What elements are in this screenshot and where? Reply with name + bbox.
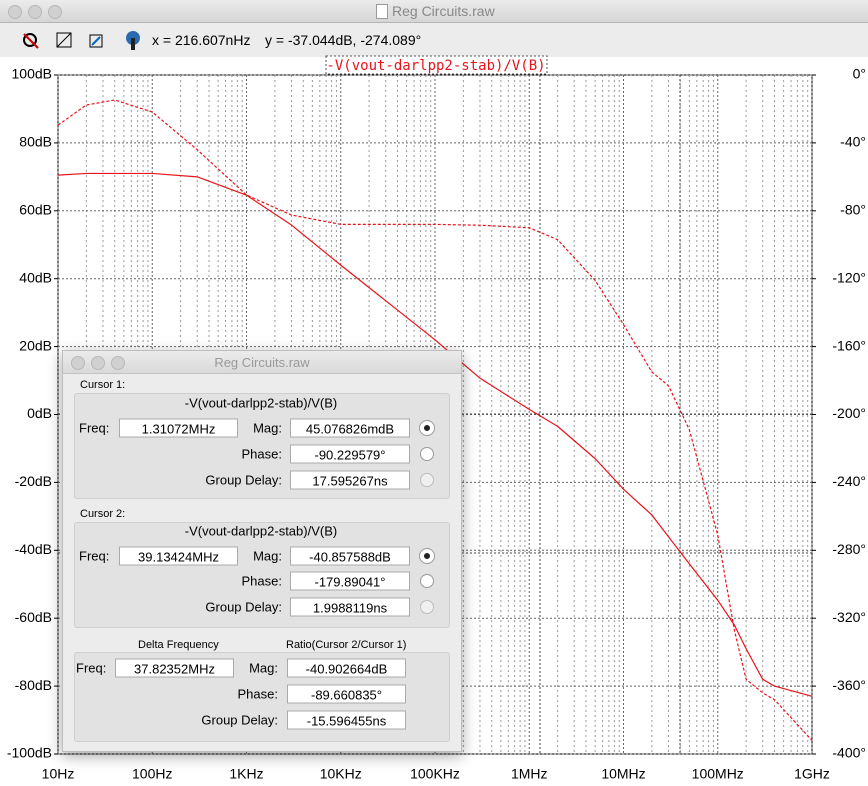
y-tick-label: 40dB bbox=[19, 269, 52, 285]
zoom-icon[interactable] bbox=[23, 33, 39, 49]
x-tick-label: 1MHz bbox=[511, 766, 548, 782]
title-bar: Reg Circuits.raw bbox=[0, 0, 868, 23]
cursor1-mag-label: Mag: bbox=[253, 420, 282, 436]
cursor1-gd: 17.595267ns bbox=[290, 470, 410, 490]
x-tick-label: 100KHz bbox=[410, 766, 460, 782]
delta-mag-label: Mag: bbox=[249, 660, 278, 676]
cursor1-gd-radio[interactable] bbox=[420, 473, 434, 487]
x-tick-label: 100MHz bbox=[692, 766, 744, 782]
y-tick-label: 60dB bbox=[19, 202, 52, 218]
cursor1-trace: -V(vout-darlpp2-stab)/V(B) bbox=[184, 395, 338, 411]
delta-phase: -89.660835° bbox=[287, 684, 406, 704]
cursor1-mag: 45.076826mdB bbox=[290, 418, 410, 438]
x-tick-label: 1GHz bbox=[794, 766, 830, 782]
cursor2-gd-label: Group Delay: bbox=[205, 599, 282, 615]
zoom-fit-icon[interactable] bbox=[56, 32, 72, 48]
cursor2-phase-radio[interactable] bbox=[420, 574, 434, 588]
cursor2-mag-label: Mag: bbox=[253, 548, 282, 564]
cursor1-phase: -90.229579° bbox=[290, 444, 410, 464]
cursor2-freq-label: Freq: bbox=[79, 548, 110, 564]
y2-tick-label: -360° bbox=[832, 677, 866, 693]
cursor2-phase: -179.89041° bbox=[290, 571, 410, 591]
cursor1-gd-label: Group Delay: bbox=[205, 472, 282, 488]
y2-tick-label: -200° bbox=[832, 405, 866, 421]
y2-tick-label: -120° bbox=[832, 269, 866, 285]
cursor1-phase-radio[interactable] bbox=[420, 447, 434, 461]
delta-gd-label: Group Delay: bbox=[201, 712, 278, 728]
file-icon bbox=[376, 4, 388, 19]
phase-line bbox=[57, 99, 813, 741]
x-tick-label: 1KHz bbox=[229, 766, 263, 782]
zoom-button[interactable] bbox=[48, 5, 62, 19]
minimize-button[interactable] bbox=[28, 5, 42, 19]
toolbar: x = 216.607nHz y = -37.044dB, -274.089° bbox=[0, 23, 868, 57]
y-tick-label: -80dB bbox=[15, 677, 52, 693]
cursor2-trace: -V(vout-darlpp2-stab)/V(B) bbox=[184, 523, 338, 539]
y-tick-label: -20dB bbox=[15, 473, 52, 489]
dialog-zoom[interactable] bbox=[111, 356, 125, 370]
cursor2-gd-radio[interactable] bbox=[420, 600, 434, 614]
y2-tick-label: -40° bbox=[840, 134, 866, 150]
cursor2-gd: 1.9988119ns bbox=[290, 597, 410, 617]
y2-tick-label: -320° bbox=[832, 609, 866, 625]
y-tick-label: -60dB bbox=[15, 609, 52, 625]
x-tick-label: 10Hz bbox=[42, 766, 75, 782]
close-button[interactable] bbox=[8, 5, 22, 19]
cursor1-mag-radio[interactable] bbox=[420, 421, 434, 435]
y-readout: y = -37.044dB, -274.089° bbox=[265, 32, 422, 48]
delta-mag: -40.902664dB bbox=[287, 658, 406, 678]
probe-icon[interactable] bbox=[126, 31, 140, 50]
pan-icon[interactable] bbox=[89, 34, 103, 48]
magnitude-line bbox=[57, 172, 813, 697]
delta-freq-label: Freq: bbox=[76, 660, 107, 676]
cursor1-phase-label: Phase: bbox=[241, 446, 282, 462]
x-tick-label: 100Hz bbox=[132, 766, 172, 782]
cursor2-freq[interactable]: 39.13424MHz bbox=[119, 546, 238, 566]
cursor2-heading: Cursor 2: bbox=[80, 508, 126, 520]
y2-tick-label: -240° bbox=[832, 473, 866, 489]
cursor2-mag: -40.857588dB bbox=[290, 546, 410, 566]
x-readout: x = 216.607nHz bbox=[152, 32, 251, 48]
y2-tick-label: -400° bbox=[832, 745, 866, 761]
y2-tick-label: -160° bbox=[832, 337, 866, 353]
cursor2-phase-label: Phase: bbox=[241, 573, 282, 589]
x-tick-label: 10MHz bbox=[601, 766, 645, 782]
cursor1-freq-label: Freq: bbox=[79, 420, 110, 436]
dialog-close[interactable] bbox=[71, 356, 85, 370]
y-tick-label: -40dB bbox=[15, 541, 52, 557]
trace-label-box[interactable] bbox=[325, 55, 548, 75]
y2-tick-label: 0° bbox=[853, 66, 866, 82]
y-tick-label: 0dB bbox=[27, 405, 52, 421]
cursor2-mag-radio[interactable] bbox=[420, 549, 434, 563]
window-title: Reg Circuits.raw bbox=[392, 3, 495, 19]
toolbar-icons bbox=[23, 31, 140, 50]
y-tick-label: 20dB bbox=[19, 337, 52, 353]
dialog-minimize[interactable] bbox=[91, 356, 105, 370]
cursor1-heading: Cursor 1: bbox=[80, 379, 126, 391]
dialog-title-bar: Reg Circuits.raw bbox=[63, 351, 461, 374]
y2-tick-label: -80° bbox=[840, 202, 866, 218]
y-tick-label: 100dB bbox=[12, 66, 52, 82]
y2-tick-label: -280° bbox=[832, 541, 866, 557]
delta-phase-label: Phase: bbox=[237, 686, 278, 702]
trace-label[interactable]: -V(vout-darlpp2-stab)/V(B) bbox=[326, 58, 545, 74]
cursor1-freq[interactable]: 1.31072MHz bbox=[119, 418, 238, 438]
y-tick-label: 80dB bbox=[19, 134, 52, 150]
y-tick-label: -100dB bbox=[7, 745, 52, 761]
delta-freq: 37.82352MHz bbox=[115, 658, 234, 678]
delta-heading: Delta Frequency bbox=[138, 639, 219, 651]
x-tick-label: 10KHz bbox=[320, 766, 362, 782]
delta-gd: -15.596455ns bbox=[287, 710, 406, 730]
ratio-heading: Ratio(Cursor 2/Cursor 1) bbox=[286, 639, 407, 651]
dialog-title: Reg Circuits.raw bbox=[214, 355, 310, 370]
